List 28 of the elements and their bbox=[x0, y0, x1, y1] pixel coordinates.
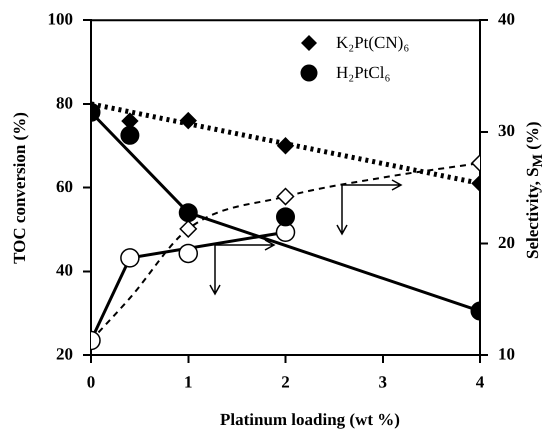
point bbox=[180, 112, 197, 130]
y2-tick-label: 20 bbox=[498, 232, 515, 252]
point bbox=[178, 244, 198, 264]
y-tick-label: 60 bbox=[56, 176, 73, 196]
y-axis-title: TOC conversion (%) bbox=[10, 111, 30, 266]
point bbox=[276, 222, 296, 242]
point bbox=[120, 126, 140, 145]
x-tick-label: 2 bbox=[281, 372, 290, 392]
y2-tick-label: 30 bbox=[498, 121, 515, 140]
y-tick-label: 20 bbox=[56, 344, 73, 364]
legend-label: K₂Pt(CN)₆ bbox=[336, 33, 410, 53]
y-tick-label: 40 bbox=[56, 260, 73, 280]
point bbox=[120, 248, 140, 268]
x-tick-label: 0 bbox=[86, 372, 96, 392]
y2-tick-label: 10 bbox=[498, 344, 515, 364]
point bbox=[276, 207, 295, 226]
y2-tick-label: 40 bbox=[498, 10, 515, 29]
point bbox=[180, 220, 197, 238]
point bbox=[178, 203, 198, 222]
x-tick-label: 1 bbox=[184, 372, 192, 392]
x-tick-label: 3 bbox=[378, 372, 387, 392]
point bbox=[277, 137, 294, 154]
x-tick-label: 4 bbox=[476, 372, 485, 392]
point bbox=[276, 188, 294, 206]
y-tick-label: 100 bbox=[48, 10, 73, 29]
x-axis-title: Platinum loading (wt %) bbox=[220, 410, 400, 430]
legend-label: H₂PtCl₆ bbox=[336, 63, 390, 83]
y-tick-label: 80 bbox=[56, 93, 73, 112]
